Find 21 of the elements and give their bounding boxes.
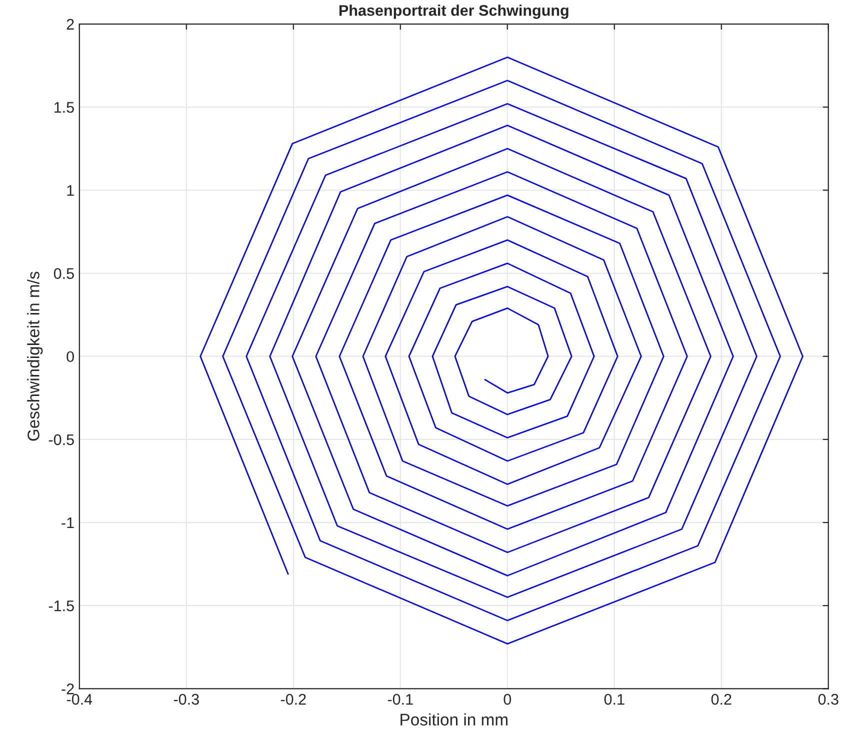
y-tick-label: 1 [67, 185, 74, 196]
x-tick-label: 0.2 [711, 694, 732, 705]
x-tick-label: 0 [504, 694, 512, 705]
x-tick-label: -0.2 [280, 694, 306, 705]
chart-title: Phasenportrait der Schwingung [339, 4, 568, 19]
x-tick-label: 0.1 [604, 694, 624, 705]
x-tick-label: -0.4 [66, 694, 92, 705]
y-tick-label: 1.5 [54, 102, 74, 113]
line-series [200, 56, 804, 644]
y-tick-label: -2 [62, 684, 74, 694]
x-axis-title: Position in mm [400, 713, 508, 726]
y-axis-title: Geschwindigkeit in m/s [27, 272, 43, 441]
y-tick-label: 2 [66, 18, 74, 30]
x-tick-label: -0.1 [388, 694, 413, 705]
y-tick-label: 0 [66, 351, 74, 362]
y-tick-label: -0.5 [48, 434, 74, 446]
x-tick-label: 0.3 [818, 694, 838, 705]
y-tick-label: -1.5 [48, 600, 74, 612]
y-tick-label: -1 [62, 518, 74, 528]
x-tick-label: -0.3 [174, 694, 199, 705]
y-tick-label: 0.5 [54, 268, 74, 279]
